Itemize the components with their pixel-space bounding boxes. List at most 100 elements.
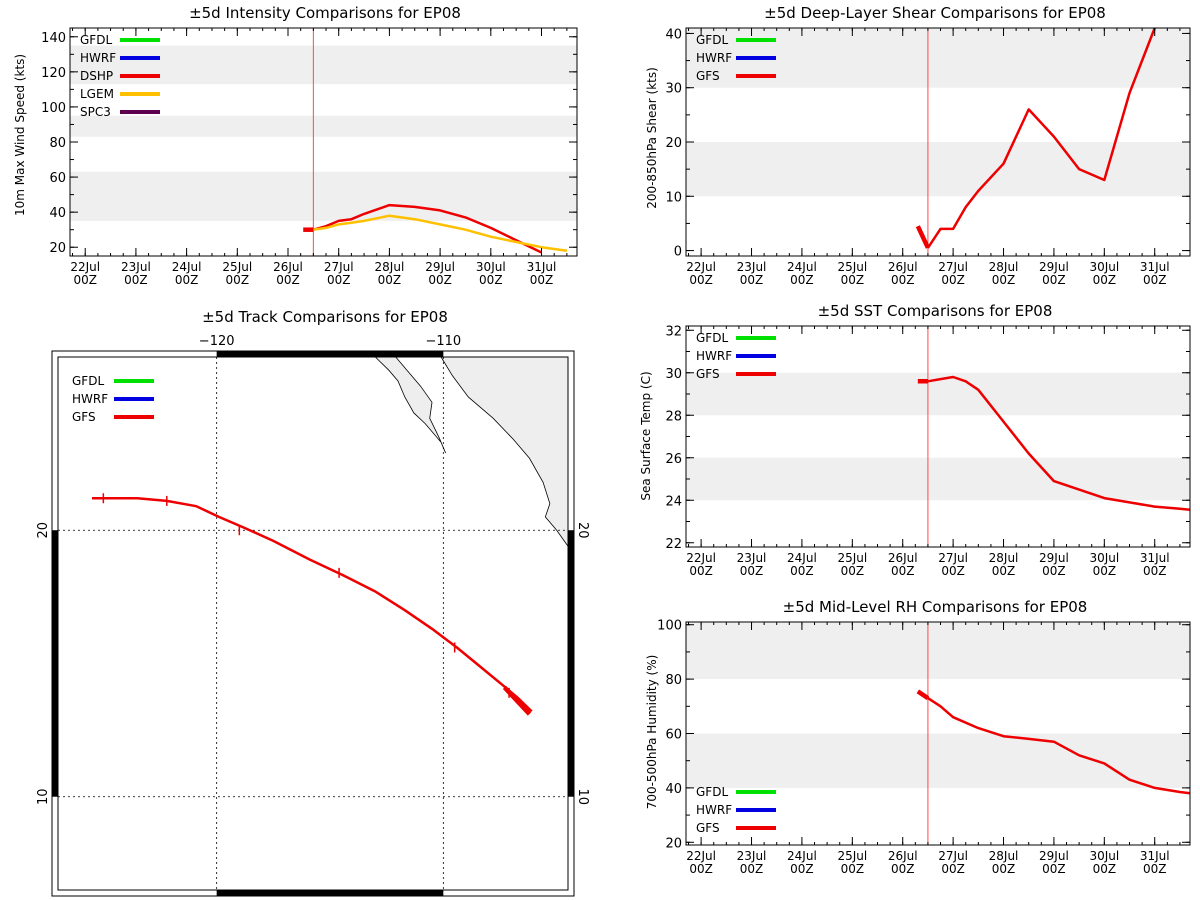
x-tick-label-hour: 00Z xyxy=(841,564,865,578)
x-tick-label-day: 27Jul xyxy=(938,551,968,565)
shade-band-0 xyxy=(70,171,577,221)
border-bottom-black xyxy=(216,890,444,896)
x-tick-label-day: 24Jul xyxy=(787,849,817,863)
y-tick-label: 140 xyxy=(41,31,66,46)
y-tick-label: 32 xyxy=(665,324,682,339)
lon-label-top: −110 xyxy=(425,334,461,349)
x-tick-label-day: 31Jul xyxy=(1140,849,1170,863)
x-tick-label-day: 27Jul xyxy=(938,849,968,863)
x-tick-label-day: 30Jul xyxy=(1089,849,1119,863)
x-tick-label-day: 25Jul xyxy=(837,849,867,863)
border-left-black xyxy=(52,530,58,797)
x-tick-label-hour: 00Z xyxy=(1093,862,1117,876)
shear-plot: 01020304022Jul00Z23Jul00Z24Jul00Z25Jul00… xyxy=(665,27,1191,287)
series-gfs-line xyxy=(927,697,1191,795)
y-tick-label: 100 xyxy=(657,619,682,634)
y-tick-label: 40 xyxy=(665,27,682,42)
y-tick-label: 40 xyxy=(49,206,66,221)
x-tick-label-hour: 00Z xyxy=(992,862,1016,876)
y-tick-label: 20 xyxy=(49,241,66,256)
x-tick-label-hour: 00Z xyxy=(790,564,814,578)
rh-title: ±5d Mid-Level RH Comparisons for EP08 xyxy=(783,598,1088,616)
x-tick-label-hour: 00Z xyxy=(1143,564,1167,578)
x-tick-label-day: 28Jul xyxy=(989,260,1019,274)
x-tick-label-hour: 00Z xyxy=(1042,862,1066,876)
lon-label-top: −120 xyxy=(199,334,235,349)
sst-ylabel: Sea Surface Temp (C) xyxy=(639,371,653,500)
y-tick-label: 20 xyxy=(665,836,682,851)
x-tick-label-day: 30Jul xyxy=(1089,260,1119,274)
y-tick-label: 0 xyxy=(674,245,682,260)
map-frame-inner xyxy=(57,356,569,891)
shear-title: ±5d Deep-Layer Shear Comparisons for EP0… xyxy=(764,4,1106,22)
track-gfs-line xyxy=(92,496,533,713)
x-tick-label-hour: 00Z xyxy=(327,273,351,287)
x-tick-label-hour: 00Z xyxy=(378,273,402,287)
shade-band-2 xyxy=(70,45,577,85)
x-tick-label-day: 27Jul xyxy=(938,260,968,274)
x-tick-label-hour: 00Z xyxy=(740,564,764,578)
lat-label-left: 10 xyxy=(36,788,51,805)
x-tick-label-hour: 00Z xyxy=(841,862,865,876)
x-tick-label-hour: 00Z xyxy=(226,273,250,287)
x-tick-label-day: 28Jul xyxy=(989,551,1019,565)
x-tick-label-day: 24Jul xyxy=(787,260,817,274)
x-tick-label-hour: 00Z xyxy=(790,273,814,287)
y-tick-label: 28 xyxy=(665,409,682,424)
legend-label-gfdl: GFDL xyxy=(696,331,728,345)
x-tick-label-day: 25Jul xyxy=(837,260,867,274)
sst-panel: ±5d SST Comparisons for EP08 Sea Surface… xyxy=(639,302,1191,578)
y-tick-label: 60 xyxy=(49,171,66,186)
intensity-panel: ±5d Intensity Comparisons for EP08 10m M… xyxy=(13,4,578,287)
shade-band-0 xyxy=(686,457,1190,501)
x-tick-label-hour: 00Z xyxy=(124,273,148,287)
border-top-black xyxy=(216,351,444,357)
sst-plot: 22242628303222Jul00Z23Jul00Z24Jul00Z25Ju… xyxy=(665,324,1191,578)
legend-label-hwrf: HWRF xyxy=(696,803,732,817)
x-tick-label-hour: 00Z xyxy=(1143,862,1167,876)
track-title: ±5d Track Comparisons for EP08 xyxy=(202,308,448,326)
x-tick-label-day: 28Jul xyxy=(375,260,405,274)
x-tick-label-hour: 00Z xyxy=(740,273,764,287)
x-tick-label-day: 22Jul xyxy=(686,551,716,565)
x-tick-label-day: 23Jul xyxy=(121,260,151,274)
x-tick-label-day: 26Jul xyxy=(888,551,918,565)
x-tick-label-day: 31Jul xyxy=(1140,260,1170,274)
series-gfs-line xyxy=(927,375,1191,512)
y-tick-label: 100 xyxy=(41,101,66,116)
x-tick-label-day: 24Jul xyxy=(172,260,202,274)
x-tick-label-day: 26Jul xyxy=(888,849,918,863)
x-tick-label-hour: 00Z xyxy=(891,273,915,287)
intensity-plot: 2040608010012014022Jul00Z23Jul00Z24Jul00… xyxy=(41,27,578,287)
series-gfs-line xyxy=(926,27,1156,249)
x-tick-label-day: 30Jul xyxy=(476,260,506,274)
lat-label-left: 20 xyxy=(36,522,51,539)
y-tick-label: 80 xyxy=(49,136,66,151)
x-tick-label-hour: 00Z xyxy=(479,273,503,287)
y-tick-label: 40 xyxy=(665,782,682,797)
x-tick-label-day: 24Jul xyxy=(787,551,817,565)
series-dshp-line xyxy=(313,203,543,254)
x-tick-label-hour: 00Z xyxy=(1143,273,1167,287)
x-tick-label-day: 31Jul xyxy=(527,260,557,274)
x-tick-label-hour: 00Z xyxy=(941,273,965,287)
legend-label-hwrf: HWRF xyxy=(696,51,732,65)
rh-ylabel: 700-500hPa Humidity (%) xyxy=(645,655,659,810)
legend-label-lgem: LGEM xyxy=(80,87,114,101)
x-tick-label-hour: 00Z xyxy=(689,862,713,876)
x-tick-label-day: 25Jul xyxy=(222,260,252,274)
legend-label-gfdl: GFDL xyxy=(696,785,728,799)
x-tick-label-hour: 00Z xyxy=(530,273,554,287)
x-tick-label-day: 29Jul xyxy=(1039,260,1069,274)
shear-panel: ±5d Deep-Layer Shear Comparisons for EP0… xyxy=(645,4,1191,287)
shade-band-1 xyxy=(70,115,577,137)
y-tick-label: 60 xyxy=(665,728,682,743)
legend-label-dshp: DSHP xyxy=(80,69,113,83)
x-tick-label-day: 29Jul xyxy=(1039,849,1069,863)
y-tick-label: 26 xyxy=(665,452,682,467)
x-tick-label-hour: 00Z xyxy=(1042,564,1066,578)
y-tick-label: 120 xyxy=(41,66,66,81)
x-tick-label-day: 30Jul xyxy=(1089,551,1119,565)
